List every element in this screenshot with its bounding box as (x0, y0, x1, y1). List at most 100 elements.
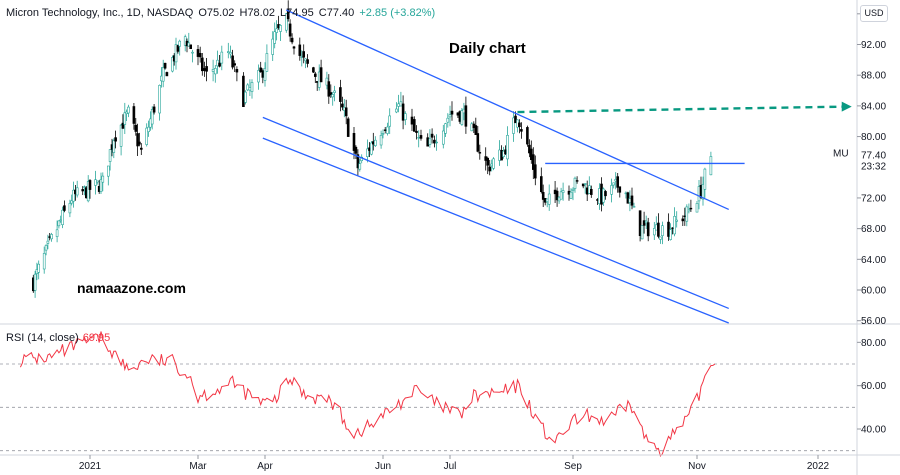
candle-body (604, 191, 607, 197)
candle-body (616, 176, 620, 188)
symbol-name[interactable]: Micron Technology, Inc., 1D, NASDAQ (6, 7, 194, 19)
projection-arrow-line (517, 105, 844, 114)
candle-body (478, 152, 482, 154)
candle-body (344, 107, 348, 117)
rsi-label[interactable]: RSI (14, close) (6, 332, 79, 344)
candle-body (312, 67, 315, 73)
candle-body (165, 72, 169, 77)
candle-body (569, 191, 573, 199)
candle-body (448, 114, 452, 118)
candle-body (654, 224, 658, 231)
bar-countdown: 23:32 (861, 162, 886, 173)
candle-body (695, 203, 699, 213)
candle-body (37, 263, 41, 273)
candle-body (446, 117, 450, 123)
candle-body (539, 176, 543, 192)
candle-body (205, 66, 208, 72)
candle-body (163, 62, 167, 69)
price-tick-label: 64.00 (861, 255, 886, 266)
candle-body (201, 57, 204, 72)
candle-body (486, 157, 490, 166)
candle-body (233, 63, 236, 66)
time-tick-label: Apr (257, 461, 273, 472)
price-tick-label: 56.00 (861, 316, 886, 327)
time-tick-label: 2021 (79, 461, 102, 472)
candle-body (488, 166, 492, 172)
candle-body (292, 46, 296, 49)
candle-body (246, 84, 249, 91)
candle-body (610, 185, 613, 195)
candle-body (419, 135, 423, 139)
last-price-box (858, 148, 900, 175)
candle-body (227, 51, 230, 53)
candle-body (388, 115, 392, 127)
candle-body (397, 103, 400, 107)
candle-body (412, 119, 416, 132)
candle-body (571, 188, 575, 191)
candle-body (86, 181, 90, 202)
drawing-layer: Daily chart namaazone.com (77, 9, 852, 324)
candle-body (136, 133, 139, 147)
candle-body (333, 90, 336, 93)
rsi-tick-label: 40.00 (861, 425, 886, 436)
candle-body (306, 59, 309, 64)
candle-body (127, 106, 130, 114)
candle-body (290, 37, 294, 43)
candle-body (248, 87, 252, 91)
candle-body (430, 133, 434, 138)
currency-button[interactable]: USD (860, 5, 888, 22)
candle-body (284, 13, 288, 31)
candle-body (673, 216, 676, 235)
candle-body (685, 206, 689, 222)
candle-body (176, 45, 180, 52)
candle-body (703, 168, 707, 190)
rsi-tick-label: 60.00 (861, 381, 886, 392)
candle-body (279, 25, 282, 32)
candle-body (379, 135, 383, 146)
candle-body (370, 142, 373, 155)
candle-body (339, 87, 342, 102)
candle-body (88, 180, 92, 190)
candle-body (244, 91, 247, 103)
candle-body (288, 23, 292, 37)
time-tick-label: 2022 (807, 461, 830, 472)
candle-body (198, 52, 202, 58)
candle-body (373, 139, 377, 146)
time-tick-label: Mar (189, 461, 207, 472)
candle-body (46, 240, 50, 244)
time-tick-label: Sep (564, 461, 582, 472)
candle-body (50, 234, 53, 240)
candle-body (265, 53, 269, 72)
rsi-legend: RSI (14, close) 69.95 (6, 332, 110, 344)
watermark-text: namaazone.com (77, 280, 186, 296)
candle-body (689, 207, 693, 210)
candle-body (313, 73, 317, 77)
candle-body (331, 94, 335, 98)
candle-body (138, 141, 141, 145)
candle-body (216, 59, 219, 67)
candle-body (218, 62, 221, 67)
change-value: +2.85 (+3.82%) (359, 7, 436, 19)
low-value: L74.95 (280, 7, 314, 19)
projection-arrow-head (841, 101, 852, 112)
candle-body (644, 220, 648, 224)
candle-body (196, 49, 200, 57)
candle-body (327, 81, 331, 97)
candle-body (61, 209, 64, 225)
candle-body (319, 67, 323, 83)
candle-body (263, 68, 267, 81)
candle-body (140, 147, 143, 150)
candle-body (63, 205, 66, 211)
candle-body (259, 67, 263, 73)
candle-body (520, 129, 523, 132)
candle-body (381, 133, 385, 135)
candle-body (257, 70, 260, 83)
candle-body (417, 137, 421, 139)
candle-body (555, 190, 559, 201)
candle-body (460, 110, 464, 125)
candle-body (403, 113, 407, 120)
candle-body (661, 225, 664, 236)
price-tick-label: 88.00 (861, 71, 886, 82)
